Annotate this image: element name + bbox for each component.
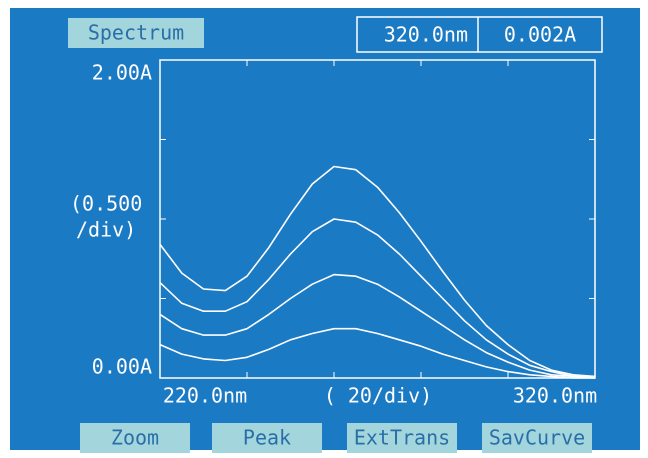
x-tick-label: 320.0nm [513, 384, 597, 408]
readout-wavelength: 320.0nm [384, 23, 468, 47]
page: Spectrum 320.0nm 0.002A (0.500 /div) ( 2… [0, 0, 648, 458]
button-label[interactable]: Peak [243, 426, 291, 450]
tab-label: Spectrum [88, 21, 184, 45]
readout-absorbance: 0.002A [504, 23, 576, 47]
x-tick-label: 220.0nm [163, 384, 247, 408]
y-axis-label: (0.500 [70, 192, 142, 216]
y-tick-label: 2.00A [92, 61, 152, 85]
y-axis-label: /div) [76, 218, 136, 242]
screen: Spectrum 320.0nm 0.002A (0.500 /div) ( 2… [0, 0, 648, 458]
button-label[interactable]: Zoom [111, 426, 159, 450]
button-label[interactable]: ExtTrans [354, 426, 450, 450]
y-tick-label: 0.00A [92, 355, 152, 379]
x-axis-label: ( 20/div) [324, 384, 432, 408]
button-label[interactable]: SavCurve [489, 426, 585, 450]
